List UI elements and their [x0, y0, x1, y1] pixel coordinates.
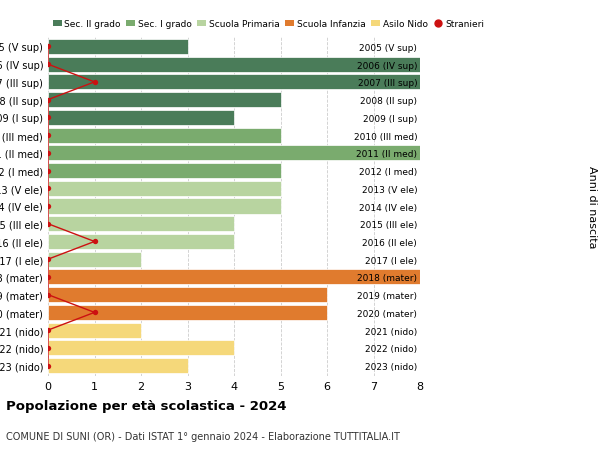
Point: [43, 97, 53, 104]
Bar: [48, 128, 281, 143]
Bar: [48, 358, 187, 373]
Point: [43, 256, 53, 263]
Point: [43, 327, 53, 334]
Bar: [48, 252, 141, 267]
Bar: [48, 181, 281, 196]
Bar: [48, 287, 327, 302]
Text: COMUNE DI SUNI (OR) - Dati ISTAT 1° gennaio 2024 - Elaborazione TUTTITALIA.IT: COMUNE DI SUNI (OR) - Dati ISTAT 1° genn…: [6, 431, 400, 442]
Bar: [48, 305, 327, 320]
Point: [43, 62, 53, 69]
Bar: [48, 323, 141, 338]
Bar: [48, 217, 234, 232]
Point: [43, 168, 53, 175]
Point: [43, 150, 53, 157]
Point: [43, 185, 53, 192]
Text: Popolazione per età scolastica - 2024: Popolazione per età scolastica - 2024: [6, 399, 287, 412]
Point: [90, 79, 100, 86]
Point: [43, 274, 53, 281]
Point: [90, 238, 100, 246]
Point: [43, 291, 53, 299]
Bar: [48, 40, 187, 55]
Bar: [48, 235, 234, 249]
Bar: [48, 57, 420, 73]
Bar: [48, 93, 281, 108]
Bar: [48, 164, 281, 179]
Point: [43, 132, 53, 140]
Bar: [48, 146, 420, 161]
Point: [43, 114, 53, 122]
Text: Anni di nascita: Anni di nascita: [587, 165, 597, 248]
Bar: [48, 75, 420, 90]
Bar: [48, 199, 281, 214]
Point: [43, 203, 53, 210]
Legend: Sec. II grado, Sec. I grado, Scuola Primaria, Scuola Infanzia, Asilo Nido, Stran: Sec. II grado, Sec. I grado, Scuola Prim…: [53, 20, 484, 29]
Point: [90, 309, 100, 316]
Point: [43, 221, 53, 228]
Bar: [48, 341, 234, 356]
Point: [43, 44, 53, 51]
Bar: [48, 111, 234, 126]
Bar: [48, 270, 420, 285]
Point: [43, 344, 53, 352]
Point: [43, 362, 53, 369]
